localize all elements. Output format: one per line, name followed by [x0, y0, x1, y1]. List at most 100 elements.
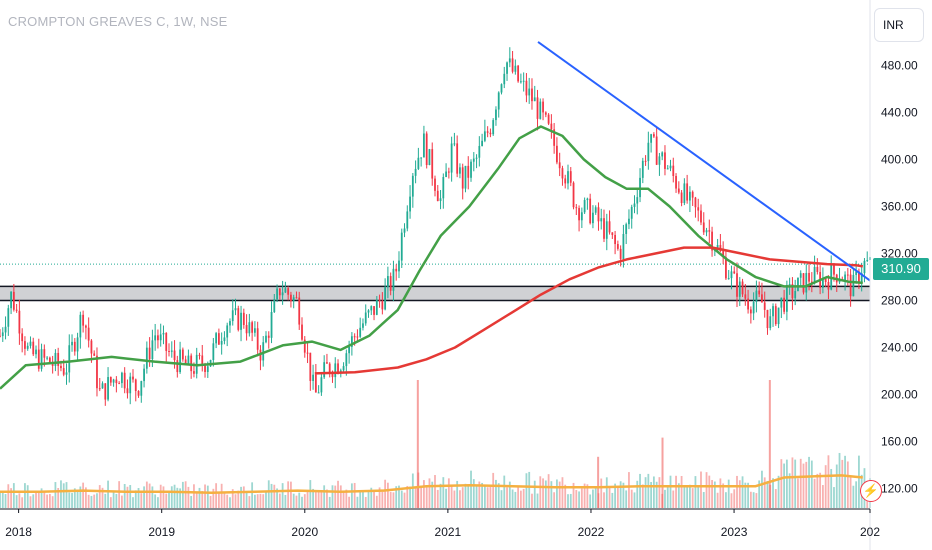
candle-body: [190, 355, 193, 372]
lightning-icon[interactable]: ⚡: [860, 480, 882, 502]
volume-spike: [768, 380, 771, 508]
volume-bar: [572, 482, 575, 508]
candle-body: [79, 314, 82, 338]
candle-body: [184, 359, 187, 366]
volume-bar: [475, 486, 478, 508]
candle-body: [611, 232, 614, 235]
candle-body: [558, 162, 561, 169]
candle-body: [76, 337, 79, 352]
volume-bar: [234, 494, 237, 508]
volume-bar: [561, 477, 564, 508]
candle-body: [866, 260, 869, 262]
candle-body: [287, 288, 290, 295]
candle-body: [71, 341, 73, 346]
volume-bar: [467, 485, 470, 508]
candle-body: [350, 336, 353, 347]
volume-bar: [12, 483, 15, 508]
candle-body: [536, 97, 539, 119]
candle-body: [708, 230, 711, 232]
volume-bar: [453, 490, 456, 508]
volume-bar: [409, 486, 411, 508]
volume-bar: [805, 461, 808, 508]
candle-body: [630, 206, 633, 219]
volume-bar: [326, 489, 328, 508]
volume-bar: [672, 490, 675, 508]
volume-bar: [824, 465, 827, 508]
volume-bar: [389, 491, 392, 508]
volume-bar: [73, 488, 76, 508]
candle-body: [381, 301, 384, 310]
volume-bar: [303, 494, 306, 508]
volume-bar: [522, 488, 525, 508]
volume-bar: [137, 488, 140, 508]
volume-bar: [689, 484, 691, 508]
candle-body: [824, 277, 827, 283]
volume-bar: [151, 486, 154, 508]
volume-bar: [406, 485, 409, 508]
volume-bar: [115, 493, 118, 508]
volume-bar: [542, 478, 544, 508]
volume-bar: [744, 482, 747, 508]
candle-body: [797, 277, 799, 292]
volume-bar: [633, 492, 636, 508]
candle-body: [425, 133, 428, 165]
candle-body: [622, 233, 625, 259]
candle-body: [445, 171, 447, 177]
candle-body: [594, 207, 597, 213]
volume-bar: [495, 479, 497, 508]
volume-bar: [558, 481, 561, 508]
candle-body: [483, 131, 486, 141]
candle-body: [733, 271, 736, 274]
volume-bar: [777, 475, 780, 508]
candle-body: [143, 368, 145, 382]
candle-body: [162, 332, 165, 335]
volume-bar: [381, 491, 384, 508]
candle-body: [65, 372, 68, 375]
volume-bar: [461, 487, 464, 508]
y-tick-label: 400.00: [881, 152, 918, 166]
candle-body: [531, 88, 533, 102]
volume-bar: [733, 489, 736, 508]
candle-body: [608, 221, 611, 233]
volume-bar: [386, 482, 389, 508]
volume-bar: [215, 483, 218, 508]
volume-bar: [398, 485, 400, 508]
candle-body: [84, 325, 87, 328]
candle-body: [578, 208, 580, 221]
volume-bar: [132, 497, 134, 508]
volume-bar: [788, 473, 791, 508]
volume-bar: [345, 489, 348, 508]
volume-bar: [492, 472, 495, 508]
volume-bar: [259, 493, 262, 508]
candle-body: [409, 196, 411, 212]
currency-selector[interactable]: INR: [874, 8, 924, 42]
candle-body: [583, 200, 586, 213]
candle-body: [334, 363, 337, 378]
candle-body: [514, 65, 517, 72]
volume-bar: [680, 476, 683, 508]
volume-bar: [608, 487, 611, 508]
volume-bar: [708, 475, 711, 508]
volume-bar: [506, 487, 508, 508]
volume-bar: [373, 491, 375, 508]
volume-bar: [411, 473, 414, 508]
candle-body: [846, 274, 849, 276]
candle-body: [855, 271, 858, 275]
volume-bar: [528, 471, 531, 508]
candle-body: [497, 92, 500, 110]
candle-body: [398, 260, 400, 272]
volume-bar: [481, 482, 484, 508]
candle-body: [428, 149, 431, 165]
volume-bar: [204, 484, 206, 508]
candle-body: [774, 306, 777, 325]
candle-body: [769, 316, 772, 329]
volume-bar: [697, 486, 700, 508]
volume-bar: [519, 490, 522, 508]
candle-body: [353, 336, 356, 338]
volume-bar: [245, 491, 248, 508]
candle-body: [37, 349, 40, 369]
candle-body: [57, 352, 60, 366]
volume-bar: [533, 480, 536, 508]
candle-body: [730, 271, 733, 279]
